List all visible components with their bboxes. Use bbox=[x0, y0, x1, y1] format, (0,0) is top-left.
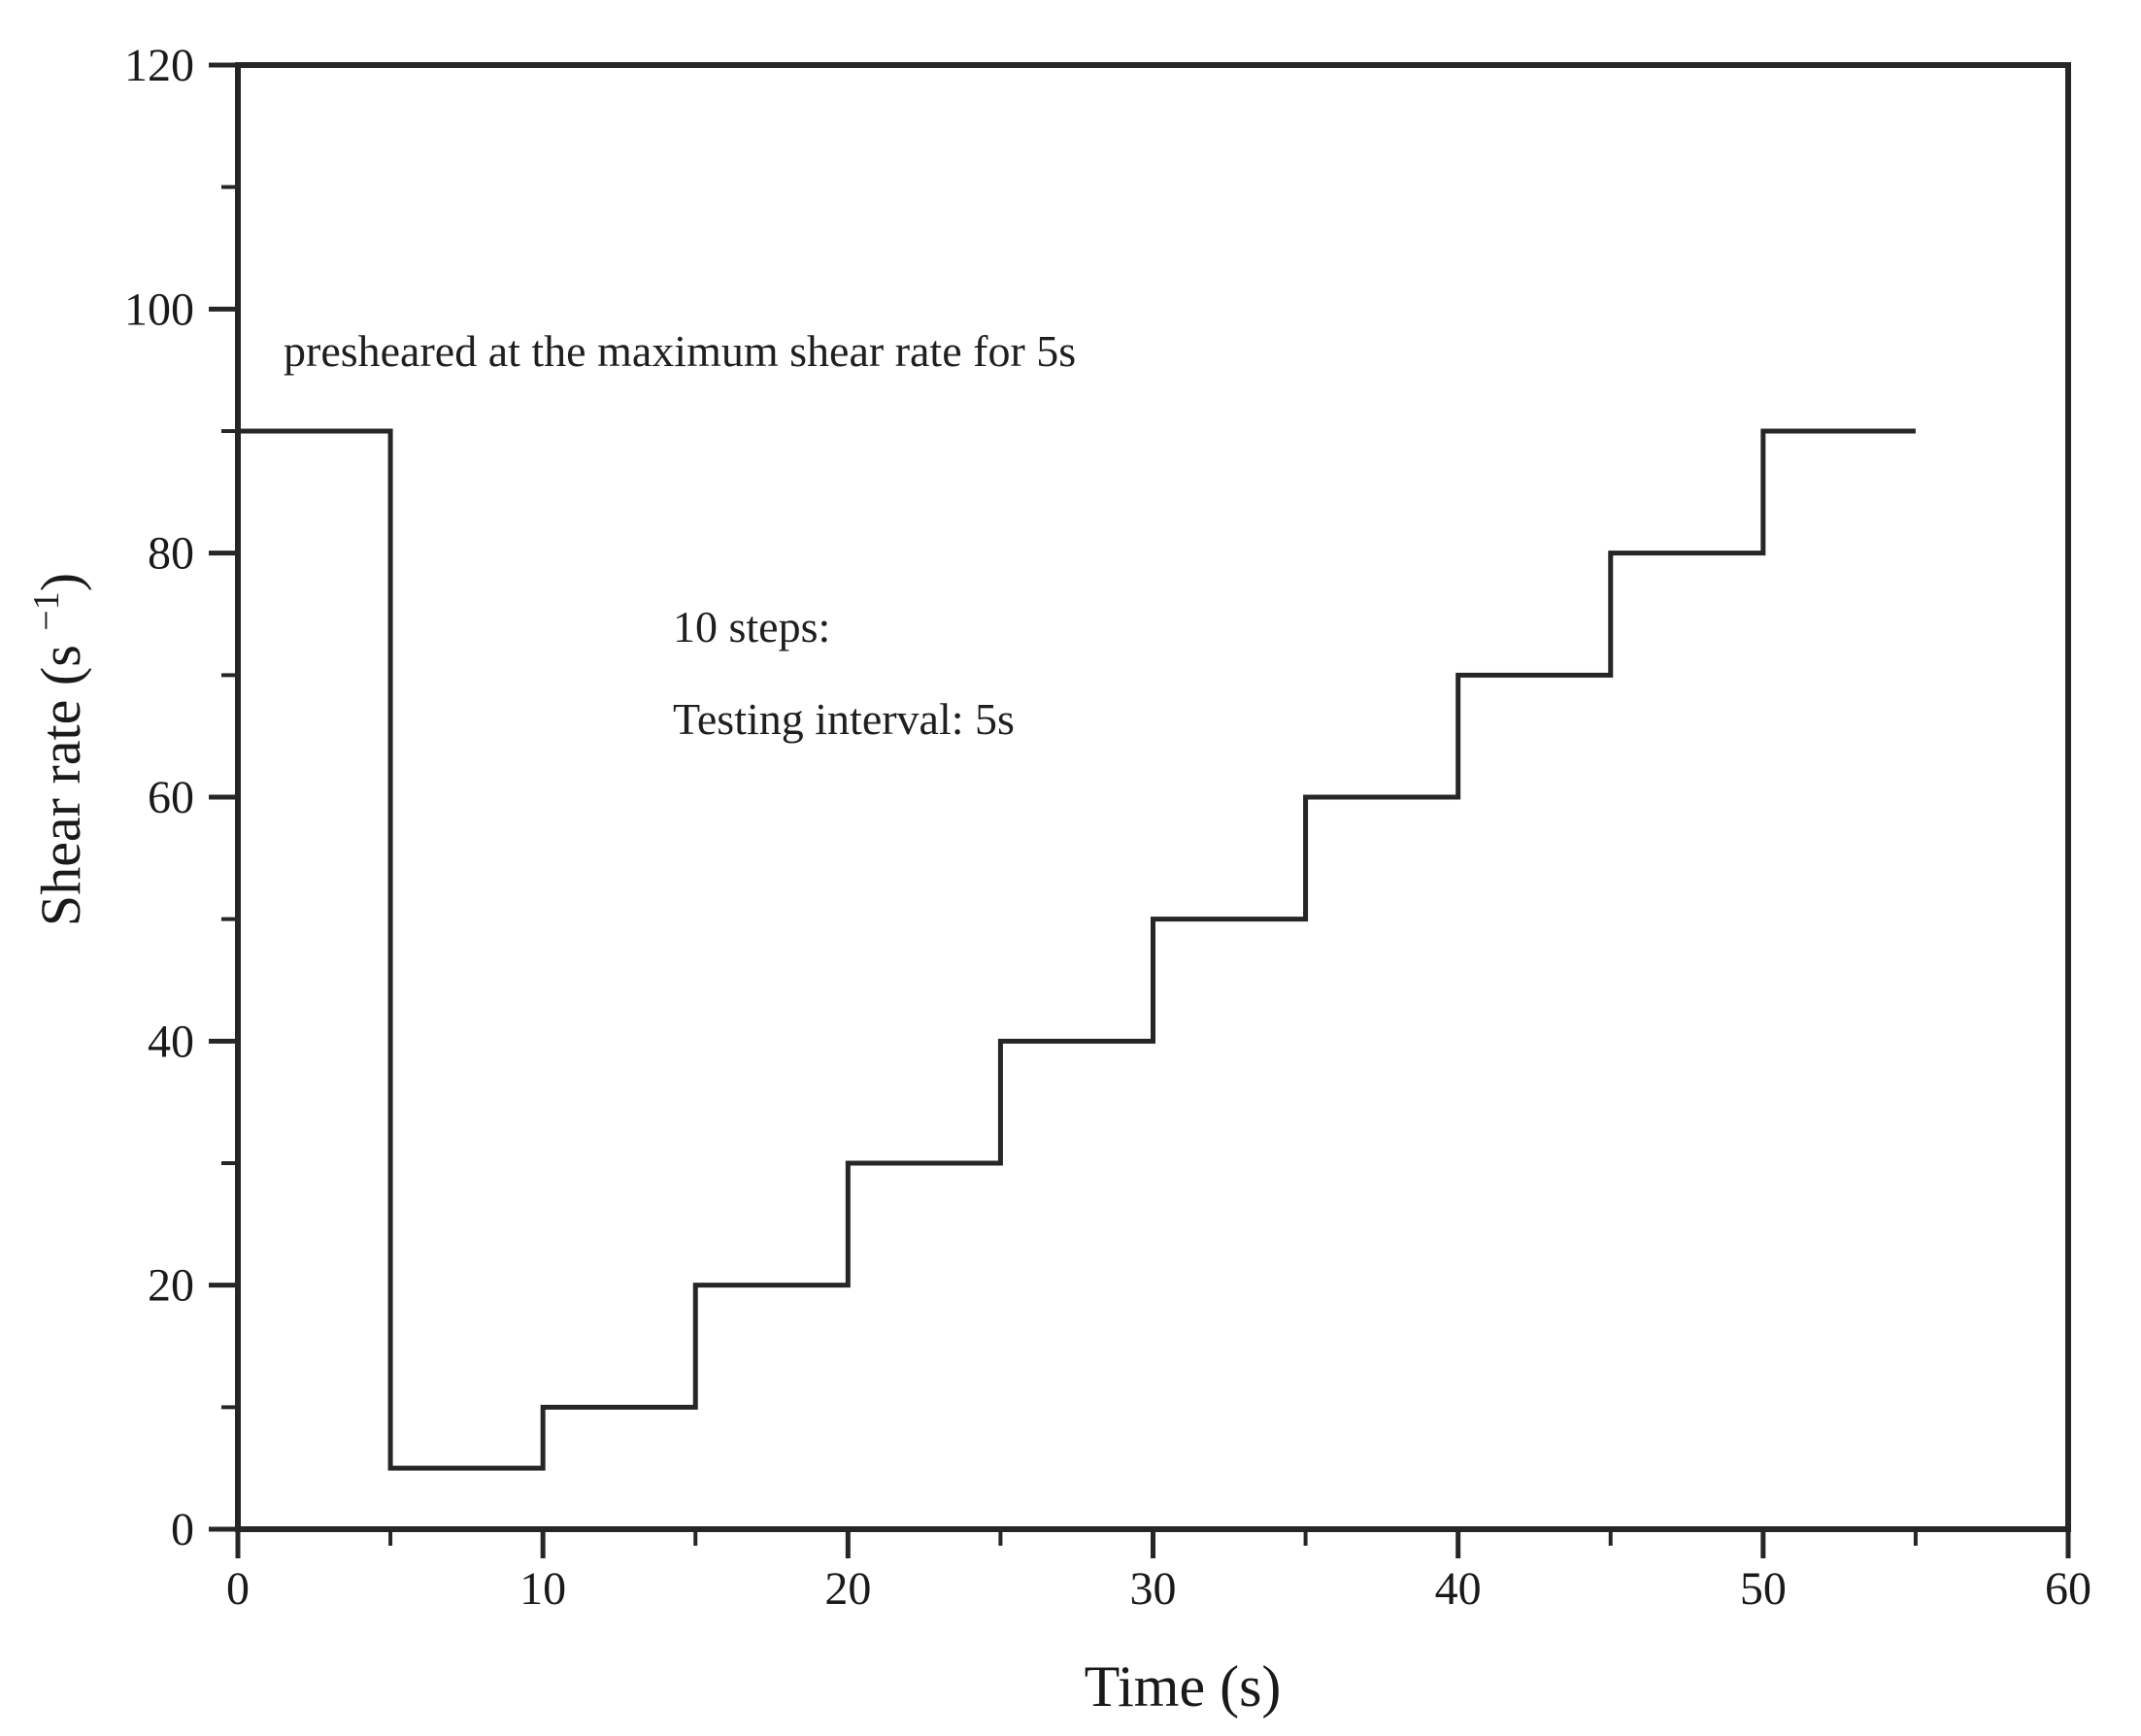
x-tick-label: 0 bbox=[226, 1563, 250, 1615]
x-tick-label: 20 bbox=[824, 1563, 871, 1615]
y-tick-label: 120 bbox=[124, 40, 194, 91]
y-tick-label: 100 bbox=[124, 284, 194, 335]
step-line bbox=[238, 428, 1916, 1471]
y-tick-label: 20 bbox=[148, 1260, 194, 1312]
annotation-preshear: presheared at the maximum shear rate for… bbox=[284, 326, 1076, 376]
x-tick-label: 40 bbox=[1435, 1563, 1482, 1615]
x-tick-label: 50 bbox=[1740, 1563, 1787, 1615]
x-tick-label: 10 bbox=[519, 1563, 566, 1615]
x-axis-title: Time (s) bbox=[1085, 1654, 1282, 1719]
x-tick-label: 60 bbox=[2045, 1563, 2091, 1615]
annotation-interval: Testing interval: 5s bbox=[673, 694, 1015, 744]
y-tick-label: 60 bbox=[148, 772, 194, 823]
y-axis-title: Shear rate (s −1) bbox=[26, 573, 92, 926]
y-tick-label: 40 bbox=[148, 1016, 194, 1067]
y-tick-label: 0 bbox=[171, 1504, 194, 1555]
annotation-steps: 10 steps: bbox=[673, 602, 830, 651]
plot-generated: 0 10 20 30 40 50 60 0 20 40 60 80 100 120 bbox=[124, 40, 2091, 1615]
plot-frame bbox=[235, 62, 2071, 1532]
x-tick-label: 30 bbox=[1130, 1563, 1177, 1615]
y-tick-label: 80 bbox=[148, 528, 194, 580]
